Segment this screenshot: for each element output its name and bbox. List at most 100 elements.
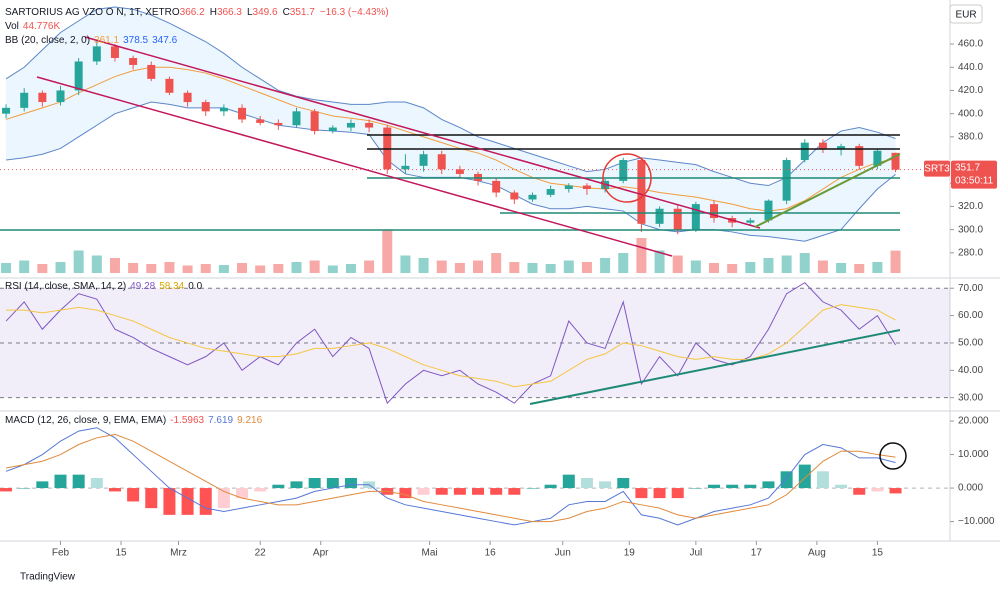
histogram-bar: [762, 481, 775, 489]
x-tick-label: Apr: [313, 548, 329, 559]
histogram-bar: [127, 488, 140, 502]
volume-bar: [836, 263, 847, 273]
candle-body: [147, 64, 156, 79]
candle-body: [673, 208, 682, 230]
volume-bar: [37, 264, 48, 273]
candle-body: [328, 127, 337, 132]
candle-body: [419, 154, 428, 166]
histogram-bar: [254, 488, 267, 492]
candle-body: [655, 208, 664, 224]
candle-body: [219, 107, 228, 112]
ohlc-value: 366.2: [180, 7, 205, 18]
candle-body: [710, 204, 719, 219]
x-tick-label: Mai: [422, 548, 438, 559]
volume-bar: [491, 253, 502, 273]
candle-body: [92, 46, 101, 62]
histogram-bar: [599, 481, 612, 489]
candle-body: [528, 194, 537, 200]
rsi-legend: RSI (14, close, SMA, 14, 2) 49.28 58.34 0 0: [5, 281, 203, 292]
y-tick-label: 300.0: [958, 224, 983, 235]
histogram-bar: [90, 478, 103, 489]
volume-bar: [509, 262, 520, 273]
candle-body: [310, 111, 319, 132]
histogram-bar: [490, 488, 503, 495]
highlight-circle: [602, 153, 652, 203]
currency: EUR: [955, 10, 976, 21]
candle-body: [165, 78, 174, 93]
histogram-bar: [181, 488, 194, 515]
histogram-bar: [689, 488, 702, 489]
macd-line: [5, 427, 896, 526]
histogram-bar: [0, 488, 13, 492]
ticker-tag: [924, 160, 950, 177]
histogram-bar: [217, 488, 230, 509]
histogram-bar: [708, 484, 721, 489]
x-tick-label: Jul: [689, 548, 702, 559]
ohlc: O366.2 H366.3 L349.6 C351.7 −16.3 (−4.43%): [172, 7, 389, 18]
x-tick-label: 15: [115, 548, 127, 559]
vol-value: 44.776K: [23, 21, 61, 32]
volume-bar: [218, 265, 229, 273]
candle-body: [510, 192, 519, 200]
histogram-bar: [635, 488, 648, 499]
bb-basis-value: 361.1: [94, 35, 119, 46]
bb-upper: [5, 6, 896, 187]
histogram-bar: [54, 474, 67, 489]
ohlc-label: O: [172, 7, 180, 18]
x-tick-label: 15: [872, 548, 884, 559]
histogram-bar: [290, 481, 303, 489]
rsi-extra: 0 0: [188, 281, 202, 292]
volume-bar: [418, 258, 429, 273]
histogram-bar: [544, 484, 557, 489]
candle-body: [256, 119, 265, 123]
histogram-bar: [163, 488, 176, 515]
volume-bar: [128, 263, 139, 273]
histogram-bar: [308, 478, 321, 489]
histogram-bar: [835, 484, 848, 489]
ohlc-value: 366.3: [217, 7, 242, 18]
x-tick-label: 16: [485, 548, 497, 559]
bb-legend: BB (20, close, 2, 0) 361.1 378.5 347.6: [5, 35, 178, 46]
y-tick-label: 420.0: [958, 85, 983, 96]
histogram-bar: [508, 488, 521, 495]
y-tick-label: 60.00: [958, 310, 983, 321]
histogram-bar: [562, 474, 575, 489]
x-tick-label: 22: [255, 548, 267, 559]
volume-bar: [55, 262, 66, 273]
volume-bar: [73, 250, 84, 273]
currency-box[interactable]: [949, 4, 983, 24]
candle-body: [56, 90, 65, 103]
volume-bar: [690, 260, 701, 273]
volume-bar: [745, 262, 756, 273]
histogram-bar: [798, 464, 811, 489]
histogram-bar: [108, 488, 121, 492]
ohlc-label: C: [283, 7, 290, 18]
volume-bar: [146, 264, 157, 273]
brand: TradingView: [20, 572, 76, 583]
signal-line: [5, 433, 896, 523]
candle-body: [873, 150, 882, 166]
volume-bar: [91, 255, 102, 273]
y-tick-label: 380.0: [958, 131, 983, 142]
histogram-bar: [526, 488, 539, 489]
volume-bar: [345, 264, 356, 273]
rsi-title: RSI (14, close, SMA, 14, 2): [5, 281, 126, 292]
volume-bar: [454, 263, 465, 273]
y-tick-label: 70.00: [958, 283, 983, 294]
y-tick-label: 30.00: [958, 392, 983, 403]
volume-bar: [763, 258, 774, 273]
volume-bar: [400, 255, 411, 273]
volume-bar: [182, 265, 193, 273]
volume-bar: [473, 260, 484, 273]
y-tick-label: 460.0: [958, 39, 983, 50]
volume-bar: [636, 238, 647, 273]
symbol-name: SARTORIUS AG VZO O N, 1T, XETR: [5, 7, 172, 18]
candle-body: [183, 92, 192, 103]
x-tick-label: Mrz: [170, 548, 187, 559]
y-tick-label: 40.00: [958, 365, 983, 376]
y-tick-label: 20.000: [958, 416, 989, 427]
candle-body: [346, 122, 355, 128]
histogram-bar: [326, 478, 339, 489]
volume-bar: [545, 264, 556, 273]
